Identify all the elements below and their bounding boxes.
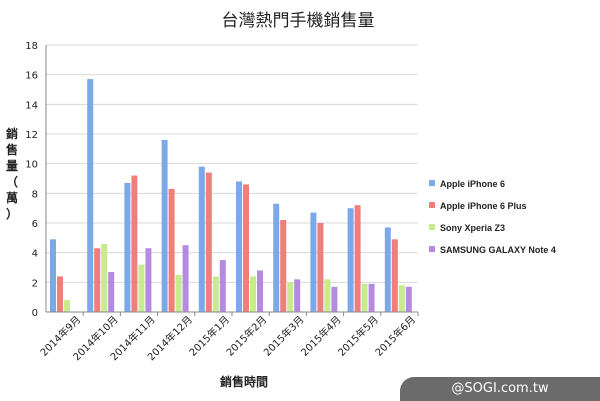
y-tick-label: 6 — [32, 219, 38, 230]
y-tick-label: 12 — [25, 130, 38, 141]
legend-label: Apple iPhone 6 — [440, 179, 505, 189]
bar — [219, 260, 226, 312]
bar — [398, 285, 405, 312]
bar — [64, 300, 70, 312]
x-tick-label: 2015年6月 — [372, 313, 418, 359]
bar — [257, 270, 263, 312]
gridlines — [46, 44, 418, 313]
bar — [287, 282, 294, 312]
y-tick-labels: 0 2 4 6 8 10 12 14 16 18 — [25, 41, 38, 319]
bar — [87, 79, 94, 312]
bar — [405, 286, 412, 312]
y-axis-label-char: ） — [6, 206, 18, 221]
legend-label: Apple iPhone 6 Plus — [440, 201, 527, 211]
x-axis-label: 銷售時間 — [220, 374, 268, 389]
legend: Apple iPhone 6 Apple iPhone 6 Plus Sony Xp… — [429, 179, 556, 255]
bar — [138, 264, 145, 312]
y-tick-label: 4 — [32, 249, 38, 260]
bar — [317, 223, 324, 312]
legend-swatch — [429, 180, 435, 186]
y-axis-label-char: 售 — [6, 142, 18, 157]
bar — [243, 184, 249, 312]
bar — [168, 188, 175, 312]
bar — [331, 286, 338, 312]
legend-label: Sony Xperia Z3 — [440, 223, 505, 233]
y-axis-label: 銷售量（萬） — [6, 126, 18, 221]
bar — [101, 243, 108, 312]
bar — [250, 276, 256, 312]
y-tick-label: 10 — [25, 160, 38, 171]
watermark-badge: @SOGI.com.tw — [400, 377, 600, 401]
bar — [384, 227, 391, 312]
bar — [310, 212, 317, 312]
bar — [361, 283, 368, 312]
bar — [50, 239, 56, 312]
bar — [145, 248, 152, 312]
axes — [45, 45, 419, 316]
bar — [205, 172, 212, 312]
x-tick-labels: 2014年9月2014年10月2014年11月2014年12月2015年1月20… — [37, 313, 418, 363]
bar — [391, 239, 398, 312]
bar — [124, 182, 131, 312]
y-tick-label: 14 — [25, 100, 38, 111]
bar — [108, 271, 115, 312]
y-tick-label: 16 — [25, 71, 38, 82]
y-axis-label-char: 銷 — [6, 126, 18, 141]
bars — [50, 79, 412, 312]
bar — [324, 279, 331, 312]
bar — [198, 166, 205, 312]
bar — [236, 181, 242, 312]
bar — [354, 205, 361, 312]
y-tick-label: 18 — [25, 41, 38, 52]
bar — [175, 274, 182, 312]
y-axis-label-char: （ — [6, 174, 18, 189]
bar — [161, 139, 168, 312]
bar — [280, 220, 287, 312]
y-axis-label-char: 量 — [6, 159, 18, 173]
y-tick-label: 0 — [32, 308, 38, 319]
y-tick-label: 8 — [32, 189, 38, 200]
bar — [347, 208, 354, 312]
bar — [131, 175, 138, 312]
bar — [182, 245, 189, 312]
bar — [94, 248, 101, 312]
legend-swatch — [429, 246, 435, 252]
y-tick-label: 2 — [32, 278, 38, 289]
legend-swatch — [429, 202, 435, 208]
legend-swatch — [429, 224, 435, 230]
bar — [368, 283, 375, 312]
bar — [57, 276, 63, 312]
bar — [273, 203, 280, 312]
chart-title: 台灣熱門手機銷售量 — [222, 11, 375, 31]
y-axis-label-char: 萬 — [6, 190, 18, 205]
bar — [294, 279, 301, 312]
legend-label: SAMSUNG GALAXY Note 4 — [440, 245, 556, 255]
bar — [212, 276, 219, 312]
